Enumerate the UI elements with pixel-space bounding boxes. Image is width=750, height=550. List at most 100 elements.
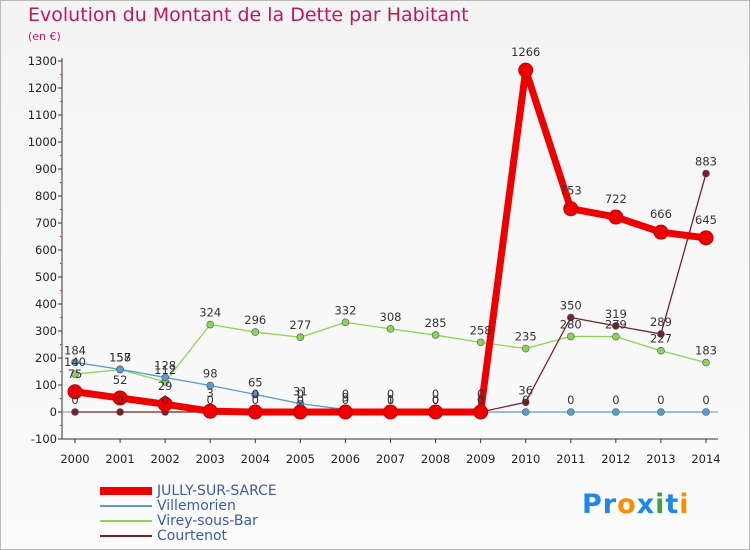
y-tick-label: 1300	[28, 54, 57, 68]
data-point	[521, 344, 530, 353]
x-tick-label: 2000	[60, 452, 89, 466]
x-tick-label: 2004	[241, 452, 270, 466]
data-point	[521, 398, 530, 407]
data-label: 0	[477, 387, 484, 401]
data-label: 0	[161, 393, 168, 407]
data-label: 280	[560, 317, 582, 331]
data-label: 128	[154, 358, 176, 372]
data-label: 112	[154, 363, 176, 377]
y-tick-label: 1000	[28, 135, 57, 149]
data-point	[702, 408, 710, 416]
data-label: 289	[650, 315, 672, 329]
data-point	[476, 338, 485, 347]
data-point	[698, 230, 714, 246]
y-tick-label: 900	[35, 162, 57, 176]
legend-label: Villemorien	[157, 498, 236, 514]
y-tick-label: 800	[35, 189, 57, 203]
data-label: 0	[477, 393, 484, 407]
data-point	[428, 404, 444, 420]
y-tick-label: 400	[35, 297, 57, 311]
x-tick-label: 2008	[421, 452, 450, 466]
data-label: 0	[657, 393, 664, 407]
data-point	[386, 325, 395, 333]
data-point	[157, 396, 173, 412]
data-label: 258	[470, 323, 492, 337]
data-label: 157	[109, 351, 131, 365]
data-label: 0	[702, 393, 709, 407]
y-tick-label: 200	[35, 351, 57, 365]
data-point	[702, 358, 710, 367]
data-point	[206, 320, 215, 329]
data-label: 332	[334, 303, 356, 317]
data-point	[71, 358, 79, 367]
x-tick-label: 2010	[511, 452, 540, 466]
data-label: 52	[113, 373, 128, 387]
x-tick-label: 2003	[196, 452, 225, 466]
data-point	[116, 365, 124, 374]
data-label: 158	[109, 350, 131, 364]
legend-swatch	[100, 505, 152, 507]
data-label: 235	[515, 330, 537, 344]
data-point	[292, 404, 308, 420]
y-tick-label: -100	[31, 432, 57, 446]
y-tick-label: 1200	[28, 81, 57, 95]
data-label: 0	[432, 393, 439, 407]
data-point	[702, 169, 710, 178]
x-tick-label: 2001	[105, 452, 134, 466]
logo-letter: t	[665, 489, 680, 520]
y-tick-label: 100	[35, 378, 57, 392]
x-tick-label: 2014	[691, 452, 720, 466]
data-label: 0	[432, 387, 439, 401]
legend-label: Virey-sous-Bar	[157, 513, 258, 529]
x-tick-label: 2009	[466, 452, 495, 466]
chart-series-lines	[67, 62, 714, 420]
proxiti-logo: Proxiti	[582, 489, 690, 520]
data-point	[566, 313, 575, 322]
data-label: 0	[567, 393, 574, 407]
data-label: 324	[199, 306, 221, 320]
logo-letter: x	[636, 489, 656, 520]
data-label: 883	[695, 155, 717, 169]
data-point	[161, 373, 169, 382]
data-label: 350	[560, 299, 582, 313]
data-point	[518, 62, 534, 78]
data-label: 0	[252, 387, 259, 401]
data-point	[251, 390, 260, 399]
x-tick-label: 2006	[331, 452, 360, 466]
data-point	[657, 330, 665, 338]
data-point	[612, 332, 620, 341]
data-label: 0	[522, 393, 529, 407]
data-point	[521, 408, 530, 416]
x-tick-label: 2007	[376, 452, 405, 466]
data-label: 29	[158, 379, 173, 393]
logo-letter: i	[679, 489, 690, 520]
data-point	[71, 370, 79, 379]
data-label: 65	[248, 375, 263, 389]
data-label: 0	[612, 393, 619, 407]
data-point	[657, 408, 665, 416]
x-tick-label: 2002	[151, 452, 180, 466]
data-label: 227	[650, 332, 672, 346]
data-point	[612, 408, 620, 416]
data-label: 184	[64, 343, 86, 357]
x-tick-label: 2005	[286, 452, 315, 466]
data-label: 0	[116, 393, 123, 407]
legend-swatch	[100, 520, 152, 522]
data-label: 0	[71, 393, 78, 407]
data-point	[653, 224, 669, 240]
data-label: 666	[650, 207, 672, 221]
data-label: 753	[560, 184, 582, 198]
data-label: 645	[695, 213, 717, 227]
data-point	[67, 384, 83, 400]
legend-label: Courtenot	[157, 528, 227, 544]
y-tick-label: 300	[35, 324, 57, 338]
legend-swatch	[100, 535, 152, 537]
data-label: 296	[244, 313, 266, 327]
legend-label: JULLY-SUR-SARCE	[157, 483, 277, 499]
y-tick-label: 700	[35, 216, 57, 230]
data-point	[431, 331, 440, 339]
data-label: 0	[432, 393, 439, 407]
data-label: 279	[605, 318, 627, 332]
data-label: 0	[252, 393, 259, 407]
